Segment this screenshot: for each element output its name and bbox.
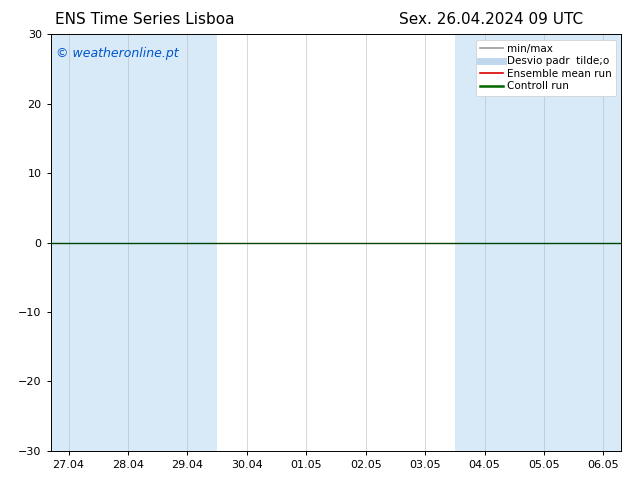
Legend: min/max, Desvio padr  tilde;o, Ensemble mean run, Controll run: min/max, Desvio padr tilde;o, Ensemble m… xyxy=(476,40,616,96)
Bar xyxy=(455,34,514,451)
Bar xyxy=(39,34,98,451)
Bar xyxy=(514,34,574,451)
Bar xyxy=(98,34,158,451)
Text: © weatheronline.pt: © weatheronline.pt xyxy=(56,47,179,60)
Bar xyxy=(574,34,633,451)
Text: ENS Time Series Lisboa: ENS Time Series Lisboa xyxy=(55,12,235,27)
Bar xyxy=(158,34,217,451)
Text: Sex. 26.04.2024 09 UTC: Sex. 26.04.2024 09 UTC xyxy=(399,12,583,27)
